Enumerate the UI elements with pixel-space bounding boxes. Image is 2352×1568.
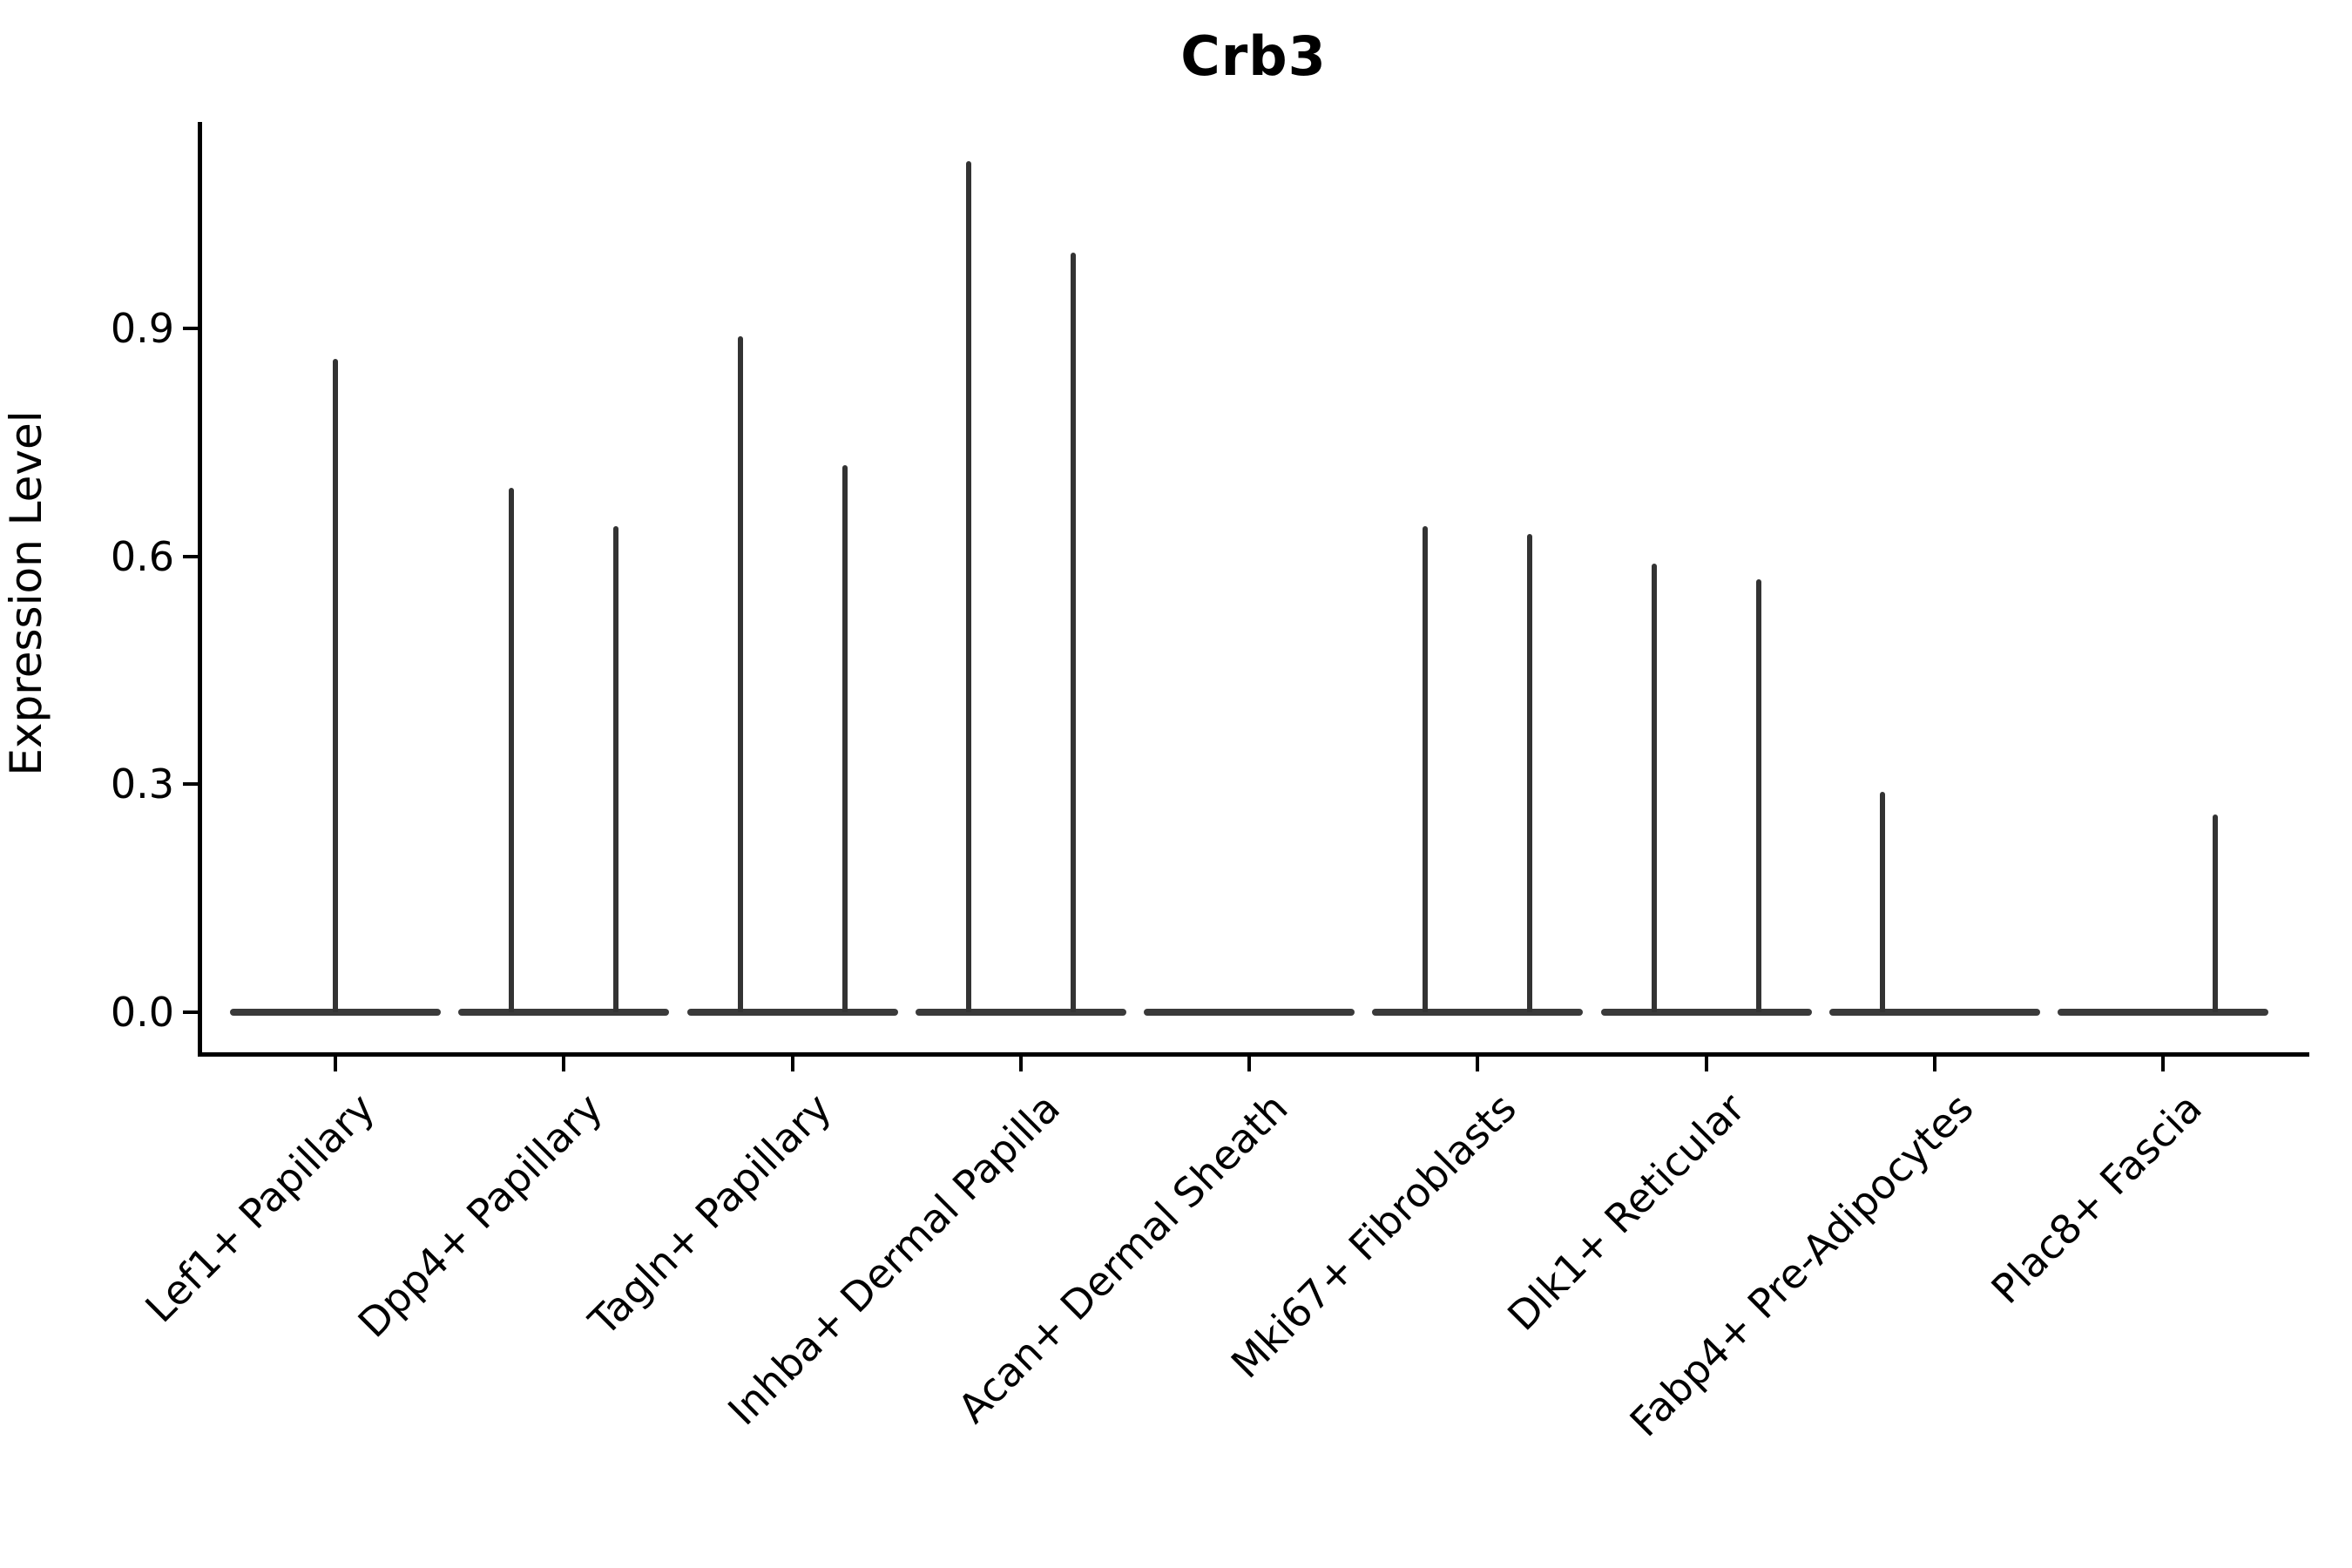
x-tick-label: Dlk1+ Reticular (1498, 1084, 1754, 1340)
violin-baseline (686, 1009, 898, 1016)
x-tick-mark (562, 1057, 566, 1071)
violin-spike (841, 465, 848, 1012)
y-axis-line (198, 122, 202, 1055)
x-tick-mark (1247, 1057, 1251, 1071)
y-tick-label: 0.0 (110, 989, 174, 1036)
x-tick-mark (790, 1057, 794, 1071)
violin-baseline (1144, 1009, 1355, 1016)
x-tick-mark (1476, 1057, 1480, 1071)
violin-spike (509, 488, 515, 1012)
violin-baseline (2058, 1009, 2268, 1016)
violin-spike (1755, 578, 1761, 1012)
violin-spike (1651, 564, 1657, 1012)
x-tick-mark (334, 1057, 337, 1071)
violin-spike (1070, 252, 1076, 1012)
violin-spike (1879, 792, 1885, 1012)
violin-baseline (1600, 1009, 1812, 1016)
x-tick-label: Plac8+ Fascia (1982, 1084, 2211, 1313)
y-tick-label: 0.9 (110, 305, 174, 353)
y-tick-label: 0.6 (110, 532, 174, 580)
violin-baseline (230, 1009, 441, 1016)
violin-spike (965, 161, 971, 1012)
violin-baseline (458, 1009, 670, 1016)
chart-title: Crb3 (1180, 24, 1327, 88)
violin-spike (737, 335, 743, 1012)
violin-spike (2213, 814, 2218, 1012)
violin-baseline (915, 1009, 1126, 1016)
violin-spike (613, 525, 619, 1012)
y-tick-mark (183, 782, 198, 787)
x-tick-mark (1018, 1057, 1023, 1071)
y-tick-mark (183, 1010, 198, 1014)
y-axis-label: Expression Level (1, 410, 51, 776)
x-tick-label: Tagln+ Papillary (579, 1084, 841, 1345)
violin-spike (1527, 533, 1533, 1012)
violin-spike (333, 358, 338, 1012)
x-tick-mark (2161, 1057, 2165, 1071)
y-tick-mark (183, 327, 198, 331)
violin-spike (1423, 525, 1429, 1012)
x-tick-label: Dpp4+ Papillary (348, 1084, 612, 1347)
y-tick-label: 0.3 (110, 760, 174, 808)
x-tick-mark (1704, 1057, 1708, 1071)
x-tick-label: Lef1+ Papillary (135, 1084, 383, 1332)
x-axis-line (198, 1052, 2309, 1057)
x-tick-mark (1932, 1057, 1936, 1071)
y-tick-mark (183, 554, 198, 558)
violin-baseline (1372, 1009, 1584, 1016)
violin-baseline (1828, 1009, 2040, 1016)
